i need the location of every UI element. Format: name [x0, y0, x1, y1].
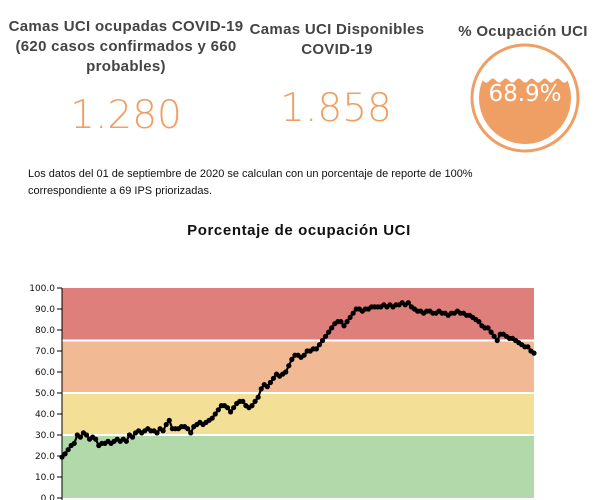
gauge-fill — [479, 78, 571, 144]
data-point — [283, 369, 289, 375]
data-point — [301, 352, 307, 358]
band-2 — [62, 340, 534, 393]
data-point — [350, 310, 356, 316]
data-point — [65, 447, 71, 453]
data-note: Los datos del 01 de septiembre de 2020 s… — [28, 168, 473, 197]
data-point — [166, 417, 172, 423]
occupancy-value: 68.9% — [488, 81, 562, 107]
occupied-beds-title: Camas UCI ocupadas COVID-19 (620 casos c… — [8, 18, 244, 75]
data-point — [209, 415, 215, 421]
y-tick-label-2: 20.0 — [35, 452, 55, 462]
data-point — [326, 329, 332, 335]
occupancy-series — [59, 300, 537, 460]
data-point — [488, 329, 494, 335]
y-tick-label-6: 60.0 — [35, 368, 55, 378]
data-point — [338, 319, 344, 325]
data-point — [258, 386, 264, 392]
y-tick-label-4: 40.0 — [35, 410, 55, 420]
y-tick-label-9: 90.0 — [35, 305, 55, 315]
y-tick-label-0: 0.0 — [41, 494, 56, 500]
data-point — [329, 325, 335, 331]
data-point — [163, 421, 169, 428]
y-tick-label-1: 10.0 — [35, 473, 55, 483]
data-point — [255, 394, 261, 400]
data-point — [224, 405, 231, 411]
occupancy-gauge — [470, 43, 580, 153]
data-point — [485, 325, 491, 331]
occupancy-line-chart: 0.0 10.0 20.0 30.0 40.0 50.0 60.0 70.0 80.0 90.0 1… — [29, 284, 537, 500]
data-point — [154, 430, 160, 436]
data-point — [185, 426, 191, 432]
data-point — [212, 411, 218, 417]
data-point — [83, 432, 90, 438]
data-point — [227, 409, 234, 415]
threshold-bands — [62, 288, 534, 498]
available-beds-value: 1.858 — [280, 86, 392, 131]
data-point — [123, 438, 129, 444]
data-point — [215, 407, 221, 413]
data-point — [405, 300, 411, 306]
data-point — [188, 430, 194, 436]
data-point — [62, 451, 68, 457]
data-point — [476, 319, 482, 325]
band-1 — [62, 393, 534, 435]
occupied-beds-value: 1.280 — [70, 93, 182, 138]
data-point — [525, 344, 531, 350]
data-point — [341, 323, 347, 329]
data-point — [93, 436, 99, 442]
data-point — [231, 405, 237, 411]
data-point — [252, 398, 258, 404]
chart-title: Porcentaje de ocupación UCI — [187, 222, 411, 239]
y-tick-label-8: 80.0 — [35, 326, 55, 336]
data-point — [316, 342, 323, 348]
available-beds-title: Camas UCI Disponibles COVID-19 — [249, 21, 425, 58]
data-point — [319, 337, 326, 344]
data-point — [270, 375, 277, 381]
data-point — [240, 398, 246, 404]
occupancy-title: % Ocupación UCI — [458, 23, 588, 40]
data-point — [160, 428, 166, 434]
data-point — [129, 434, 136, 440]
y-axis: 0.0 10.0 20.0 30.0 40.0 50.0 60.0 70.0 80.0 90.0 1… — [29, 284, 63, 500]
y-tick-label-3: 30.0 — [35, 431, 55, 441]
band-0 — [62, 435, 534, 498]
data-point — [289, 356, 295, 362]
y-tick-label-7: 70.0 — [35, 347, 55, 357]
data-point — [71, 440, 77, 446]
y-tick-label-10: 100.0 — [29, 284, 55, 294]
data-point — [494, 337, 500, 344]
data-point — [249, 403, 255, 409]
data-point — [286, 363, 292, 369]
data-point — [347, 314, 353, 320]
data-point — [264, 384, 270, 390]
data-point — [491, 333, 497, 339]
data-point — [77, 434, 83, 440]
data-point — [267, 379, 274, 386]
data-point — [344, 319, 350, 325]
data-point — [322, 333, 329, 339]
y-tick-label-5: 50.0 — [35, 389, 55, 399]
data-point — [313, 346, 319, 352]
gauge-ring — [470, 43, 580, 153]
data-point — [531, 350, 537, 356]
